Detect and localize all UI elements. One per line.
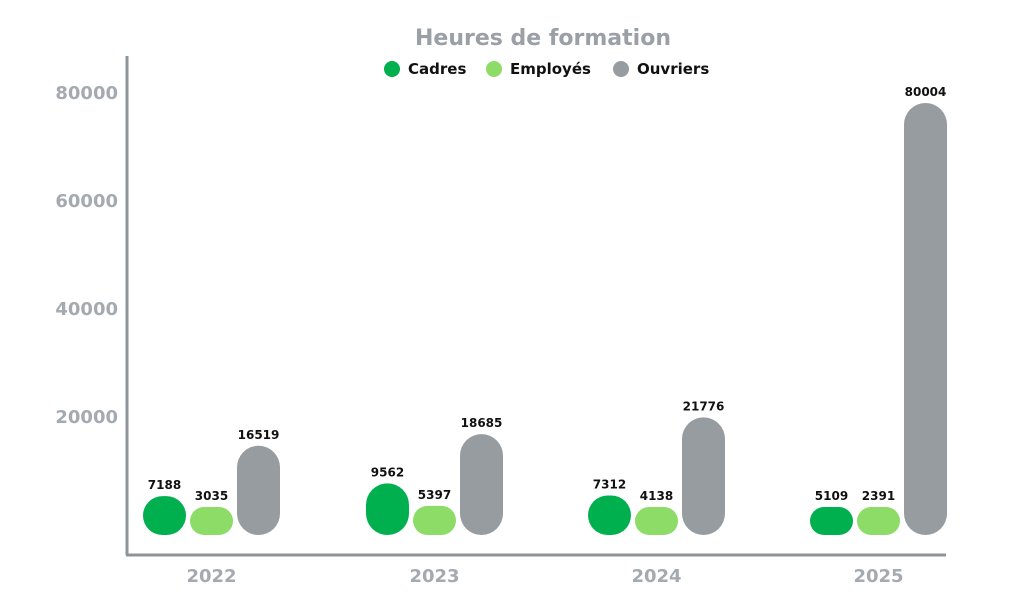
x-tick-label: 2025 <box>853 566 903 587</box>
data-label: 5109 <box>815 489 848 503</box>
data-label: 3035 <box>195 489 228 503</box>
bar <box>413 505 456 535</box>
data-label: 9562 <box>371 465 404 479</box>
bar <box>682 417 725 535</box>
data-label: 80004 <box>905 85 947 99</box>
legend-marker <box>384 61 400 77</box>
bar <box>366 483 409 535</box>
data-label: 7188 <box>148 478 181 492</box>
data-labels: 7188 3035 16519 9562 5397 18685 7312 4138 21776 5… <box>148 85 947 503</box>
x-tick-label: 2023 <box>409 566 459 587</box>
bar <box>904 102 947 536</box>
x-axis: 2022 2023 2024 2025 <box>126 553 946 587</box>
legend-label: Ouvriers <box>637 60 709 78</box>
x-tick-label: 2022 <box>186 566 236 587</box>
legend-marker <box>486 61 502 77</box>
legend-marker <box>613 61 629 77</box>
bar <box>143 496 186 535</box>
bar <box>857 507 900 535</box>
legend: Cadres Employés Ouvriers <box>384 60 709 78</box>
y-tick-label: 20000 <box>55 407 118 428</box>
data-label: 4138 <box>640 489 673 503</box>
data-label: 5397 <box>418 488 451 502</box>
bar <box>588 495 631 535</box>
y-tick-label: 80000 <box>55 83 118 104</box>
legend-label: Employés <box>510 60 591 78</box>
bar <box>810 507 853 535</box>
data-label: 2391 <box>862 489 895 503</box>
bars <box>143 102 947 536</box>
chart-title: Heures de formation <box>415 26 671 51</box>
bar <box>460 434 503 535</box>
y-tick-label: 60000 <box>55 191 118 212</box>
data-label: 16519 <box>238 428 280 442</box>
bar <box>635 507 678 535</box>
data-label: 7312 <box>593 478 626 492</box>
data-label: 18685 <box>461 416 503 430</box>
y-tick-label: 40000 <box>55 299 118 320</box>
legend-label: Cadres <box>408 60 466 78</box>
bar <box>190 507 233 535</box>
y-axis: 20000 40000 60000 80000 <box>55 56 129 555</box>
data-label: 21776 <box>683 399 725 413</box>
x-tick-label: 2024 <box>631 566 681 587</box>
bar <box>237 445 280 535</box>
